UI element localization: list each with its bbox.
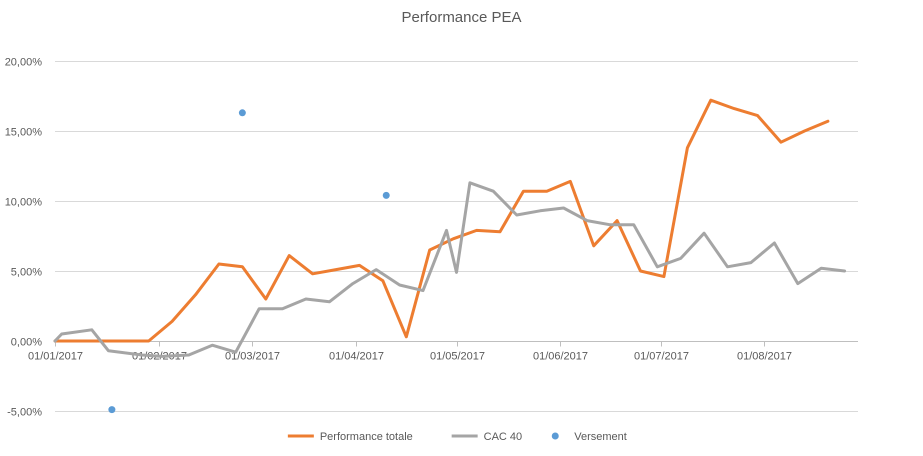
legend-item-performance-totale: Performance totale	[287, 431, 413, 443]
legend-item-versement: Versement	[551, 431, 627, 443]
y-tick-label: 10,00%	[5, 197, 43, 209]
y-tick-label: 15,00%	[5, 127, 43, 139]
point-versement-2	[382, 191, 390, 199]
y-tick-label: 5,00%	[11, 267, 42, 279]
x-tick-label: 01/04/2017	[329, 351, 384, 363]
legend-swatch-versement	[551, 432, 559, 440]
legend-label: CAC 40	[484, 431, 523, 443]
axes: -5,00% 0,00% 5,00% 10,00% 15,00% 20,00% 01/01/…	[5, 57, 858, 419]
x-tick-label: 01/08/2017	[737, 351, 792, 363]
point-versement-1	[238, 109, 246, 117]
series-line-performance-totale	[53, 98, 830, 343]
chart-title: Performance PEA	[401, 9, 521, 26]
point-versement-0	[108, 406, 116, 414]
y-tick-label: 20,00%	[5, 57, 43, 69]
legend-label: Versement	[574, 431, 627, 443]
series-line-cac-40	[53, 181, 847, 358]
gridlines	[55, 61, 858, 412]
series	[53, 98, 847, 414]
y-tick-label: -5,00%	[7, 407, 42, 419]
x-tick-label: 01/07/2017	[634, 351, 689, 363]
x-tick-label: 01/06/2017	[533, 351, 588, 363]
y-tick-label: 0,00%	[11, 337, 42, 349]
x-tick-label: 01/01/2017	[28, 351, 83, 363]
x-tick-label: 01/03/2017	[225, 351, 280, 363]
x-tick-label: 01/05/2017	[430, 351, 485, 363]
legend-item-cac-40: CAC 40	[451, 431, 523, 443]
legend: Performance totale CAC 40 Versement	[287, 431, 627, 443]
legend-label: Performance totale	[320, 431, 413, 443]
